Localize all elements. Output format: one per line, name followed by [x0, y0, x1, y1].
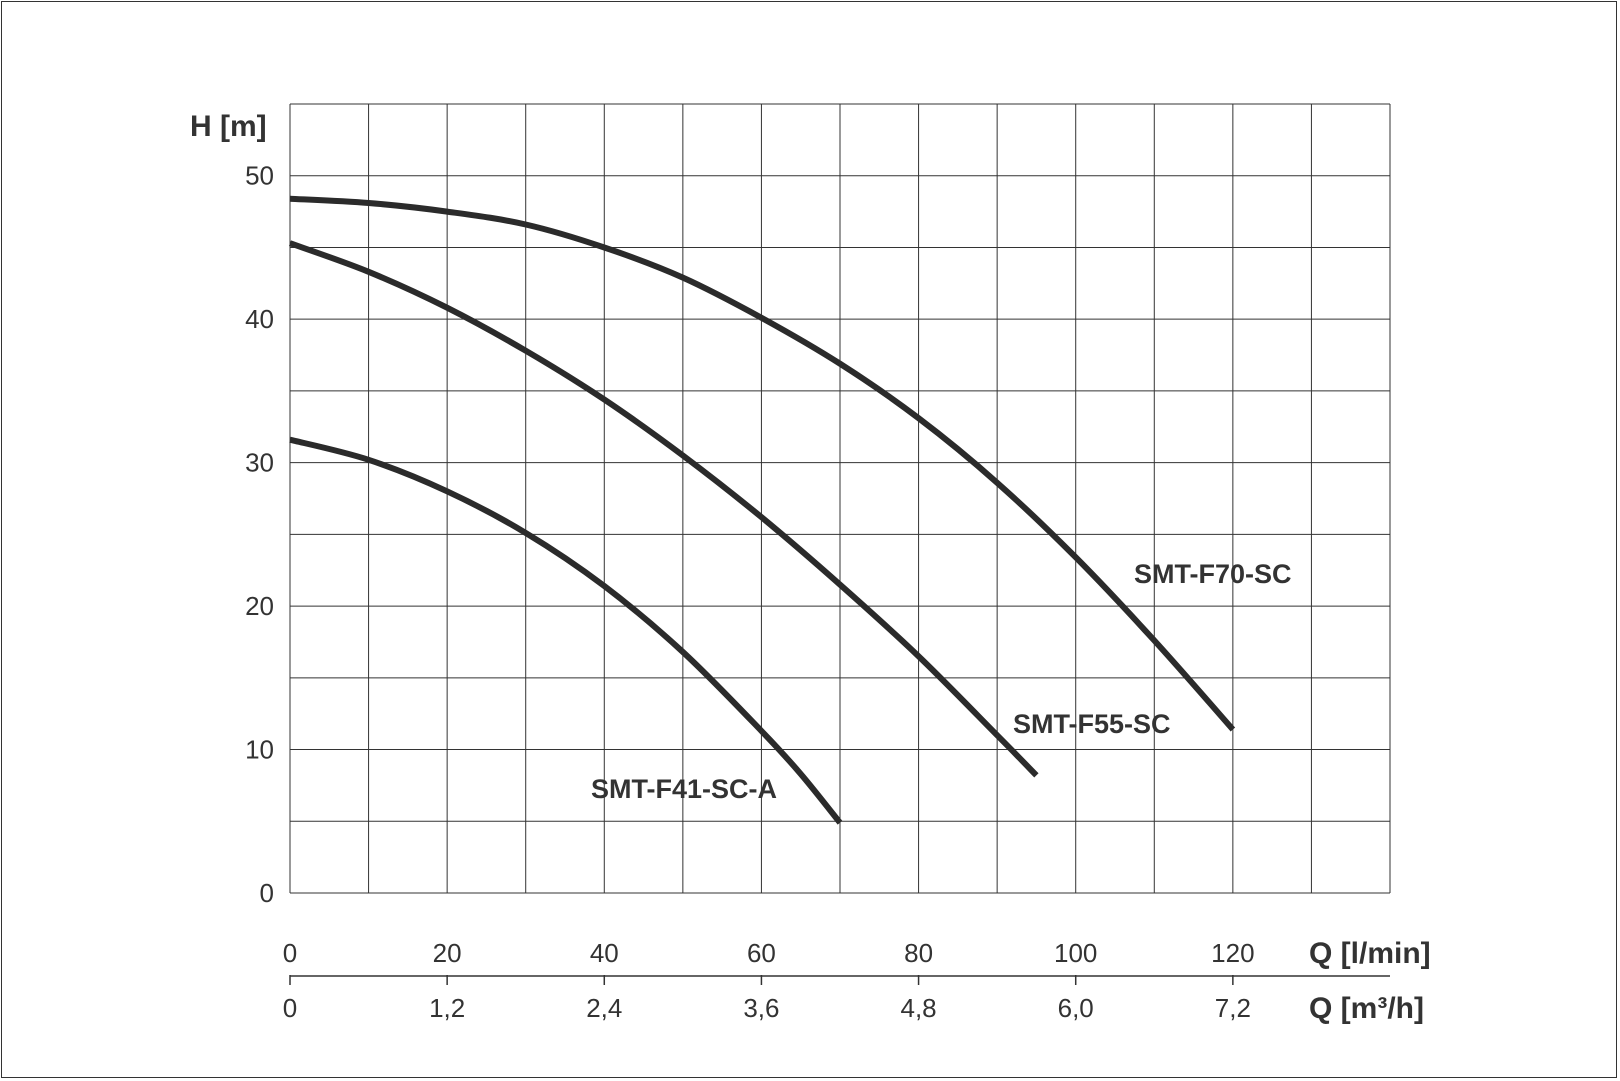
x-tick-label-primary: 40	[590, 938, 619, 968]
y-tick-label: 40	[245, 304, 274, 334]
x-tick-label-secondary: 7,2	[1215, 993, 1251, 1023]
x-tick-label-secondary: 0	[283, 993, 297, 1023]
series-label-smt-f70-sc: SMT-F70-SC	[1134, 559, 1292, 589]
y-tick-label: 50	[245, 161, 274, 191]
x-tick-label-primary: 100	[1054, 938, 1097, 968]
series-label-smt-f41-sc-a: SMT-F41-SC-A	[591, 774, 777, 804]
x-tick-label-primary: 0	[283, 938, 297, 968]
x-tick-label-secondary: 6,0	[1058, 993, 1094, 1023]
x-tick-label-secondary: 2,4	[586, 993, 622, 1023]
y-axis-title: H [m]	[190, 110, 267, 143]
series-line-smt-f41-sc-a	[289, 436, 843, 825]
series-line-smt-f55-sc	[288, 240, 1039, 778]
x-tick-label-secondary: 4,8	[900, 993, 936, 1023]
x-axis-title-secondary: Q [m³/h]	[1309, 992, 1424, 1025]
series-label-smt-f55-sc: SMT-F55-SC	[1013, 709, 1171, 739]
x-tick-label-secondary: 1,2	[429, 993, 465, 1023]
x-tick-label-primary: 80	[904, 938, 933, 968]
y-tick-label: 20	[245, 591, 274, 621]
x-tick-label-secondary: 3,6	[743, 993, 779, 1023]
grid	[289, 103, 1391, 985]
x-tick-label-primary: 20	[433, 938, 462, 968]
y-tick-label: 10	[245, 735, 274, 765]
x-tick-label-primary: 60	[747, 938, 776, 968]
y-tick-label: 30	[245, 448, 274, 478]
tick-labels: 0 10 20 30 40 50 0 20 40 60 80 100 120 0 1,2 2,4 3,6 4,8 6…	[245, 161, 1254, 1023]
y-tick-label: 0	[260, 878, 274, 908]
series-line-smt-f70-sc	[289, 195, 1236, 732]
x-axis-title-primary: Q [l/min]	[1309, 937, 1431, 970]
curves	[288, 195, 1236, 825]
x-tick-label-primary: 120	[1211, 938, 1254, 968]
